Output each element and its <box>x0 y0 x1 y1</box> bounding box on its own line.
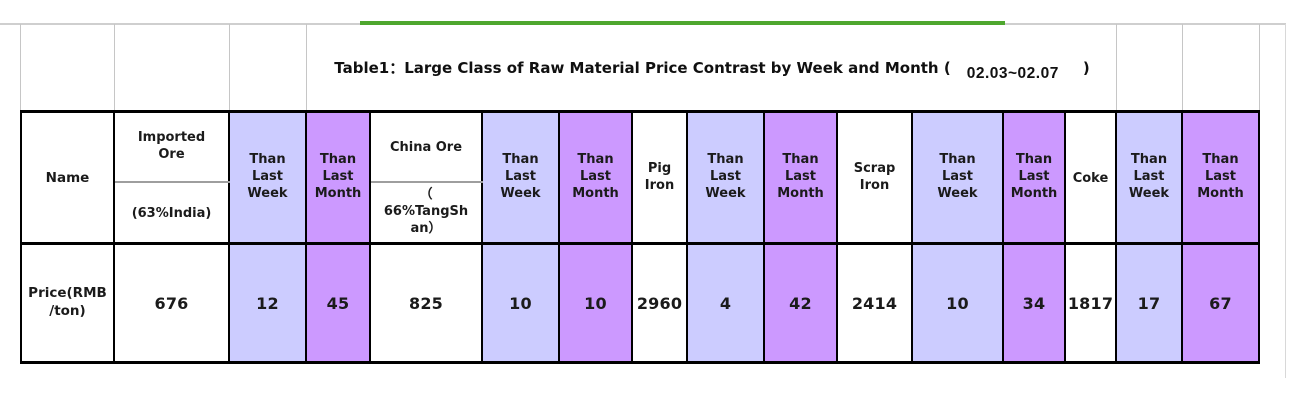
header-than-last-month-cell-2: Than Last Month <box>558 110 633 245</box>
table-title-close-paren: ) <box>1082 58 1090 77</box>
header-imported-ore-grade-cell: (63%India) <box>113 180 230 245</box>
header-scrap-iron-label: Scrap Iron <box>853 160 896 193</box>
header-name-cell: Name <box>20 110 115 245</box>
value-imported-ore-week: 12 <box>256 293 279 313</box>
gridline-vertical <box>1182 24 1183 111</box>
value-pig-iron-month: 42 <box>789 293 812 313</box>
header-coke-cell: Coke <box>1064 110 1117 245</box>
header-pig-iron-label: Pig Iron <box>644 160 675 193</box>
cell-china-ore-month: 10 <box>558 242 633 364</box>
header-than-last-month-cell-5: Than Last Month <box>1181 110 1260 245</box>
header-than-last-week-cell-3: Than Last Week <box>686 110 765 245</box>
gridline-vertical <box>20 24 21 111</box>
header-than-last-week-cell-2: Than Last Week <box>481 110 560 245</box>
gridline-vertical <box>229 24 230 111</box>
header-than-last-month-label: Than Last Month <box>1197 152 1244 201</box>
gridline-vertical <box>114 24 115 111</box>
header-than-last-week-label: Than Last Week <box>247 152 288 201</box>
header-than-last-week-label: Than Last Week <box>500 152 541 201</box>
value-coke-week: 17 <box>1137 293 1161 313</box>
header-than-last-week-label: Than Last Week <box>705 152 746 201</box>
price-row-label: Price(RMB /ton) <box>28 285 107 319</box>
header-than-last-month-cell-4: Than Last Month <box>1002 110 1066 245</box>
value-imported-ore: 676 <box>154 293 189 313</box>
gridline-vertical <box>1116 24 1117 111</box>
cell-imported-ore-month: 45 <box>305 242 371 364</box>
value-coke-month: 67 <box>1209 293 1232 313</box>
header-imported-ore-grade-label: (63%India) <box>131 205 212 221</box>
raw-material-price-table: Name Imported Ore Than Last Week Than La… <box>20 110 1260 364</box>
gridline-vertical <box>1259 24 1260 111</box>
chart-edge-line <box>360 21 1005 25</box>
value-coke: 1817 <box>1067 293 1114 313</box>
header-than-last-week-cell-5: Than Last Week <box>1115 110 1183 245</box>
header-china-ore-cell: China Ore <box>369 110 483 183</box>
value-pig-iron: 2960 <box>636 293 683 313</box>
value-scrap-iron-month: 34 <box>1022 293 1046 313</box>
header-than-last-week-cell-4: Than Last Week <box>911 110 1004 245</box>
header-than-last-week-label: Than Last Week <box>937 152 978 201</box>
header-pig-iron-cell: Pig Iron <box>631 110 688 245</box>
cell-coke-week: 17 <box>1115 242 1183 364</box>
gridline-vertical <box>306 24 307 111</box>
header-imported-ore-cell: Imported Ore <box>113 110 230 183</box>
cell-scrap-iron-month: 34 <box>1002 242 1066 364</box>
cell-pig-iron-week: 4 <box>686 242 765 364</box>
table-title: Table1：Large Class of Raw Material Price… <box>307 24 1117 111</box>
value-china-ore: 825 <box>409 293 443 313</box>
cell-pig-iron-month: 42 <box>763 242 838 364</box>
cell-scrap-iron-price: 2414 <box>836 242 913 364</box>
cell-imported-ore-week: 12 <box>228 242 307 364</box>
value-pig-iron-week: 4 <box>719 293 732 313</box>
cell-coke-month: 67 <box>1181 242 1260 364</box>
cell-imported-ore-price: 676 <box>113 242 230 364</box>
value-scrap-iron-week: 10 <box>946 293 969 313</box>
cell-coke-price: 1817 <box>1064 242 1117 364</box>
header-imported-ore-label: Imported Ore <box>137 129 206 162</box>
header-than-last-month-label: Than Last Month <box>1010 152 1058 201</box>
table-title-date-range: 02.03~02.07 <box>966 64 1059 82</box>
cell-china-ore-week: 10 <box>481 242 560 364</box>
cell-china-ore-price: 825 <box>369 242 483 364</box>
value-china-ore-month: 10 <box>584 293 607 313</box>
header-china-ore-label: China Ore <box>389 140 463 156</box>
header-than-last-month-cell-3: Than Last Month <box>763 110 838 245</box>
value-china-ore-week: 10 <box>509 293 532 313</box>
value-imported-ore-month: 45 <box>326 293 350 313</box>
header-than-last-month-label: Than Last Month <box>314 152 362 201</box>
cell-scrap-iron-week: 10 <box>911 242 1004 364</box>
header-name-label: Name <box>45 170 90 187</box>
row-label-cell: Price(RMB /ton) <box>20 242 115 364</box>
header-than-last-month-cell-1: Than Last Month <box>305 110 371 245</box>
header-scrap-iron-cell: Scrap Iron <box>836 110 913 245</box>
header-coke-label: Coke <box>1072 171 1109 187</box>
header-than-last-week-label: Than Last Week <box>1128 152 1170 201</box>
header-than-last-month-label: Than Last Month <box>777 152 824 201</box>
gridline-vertical <box>1285 24 1286 378</box>
header-than-last-week-cell-1: Than Last Week <box>228 110 307 245</box>
header-than-last-month-label: Than Last Month <box>572 152 619 201</box>
cell-pig-iron-price: 2960 <box>631 242 688 364</box>
value-scrap-iron: 2414 <box>851 293 898 313</box>
header-china-ore-grade-cell: （ 66%TangSh an） <box>369 180 483 245</box>
header-china-ore-grade-label: （ 66%TangSh an） <box>383 186 469 236</box>
table-title-text: Table1：Large Class of Raw Material Price… <box>334 59 951 77</box>
